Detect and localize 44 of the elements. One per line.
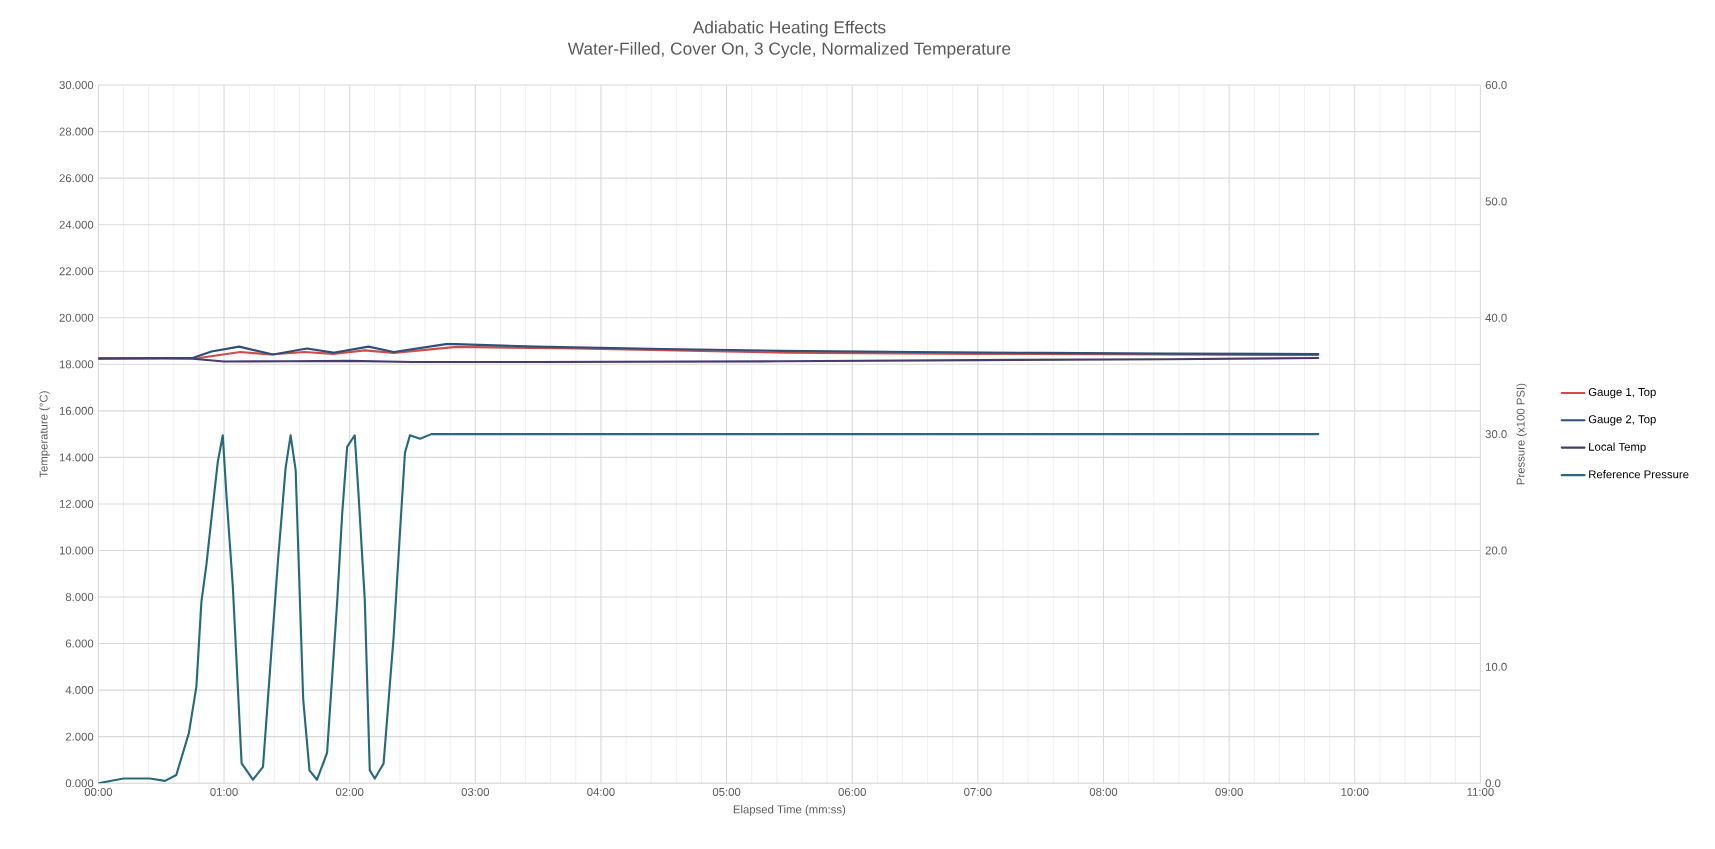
x-tick-label: 03:00 (461, 787, 490, 796)
legend-label: Gauge 1, Top (1588, 388, 1656, 399)
x-tick-label: 02:00 (335, 787, 364, 796)
y-tick-label: 6.000 (65, 639, 94, 648)
x-tick-label: 05:00 (712, 787, 741, 796)
chart-subtitle: Water-Filled, Cover On, 3 Cycle, Normalized Temperature (567, 42, 1011, 59)
y2-tick-label: 30.0 (1485, 430, 1507, 439)
x-tick-label: 01:00 (210, 787, 238, 796)
y2-tick-label: 60.0 (1485, 81, 1507, 90)
y-axis-title: Temperature (°C) (39, 391, 50, 478)
x-tick-label: 06:00 (838, 787, 866, 796)
y2-axis-title: Pressure (x100 PSI) (1516, 383, 1527, 485)
y-tick-label: 30.000 (59, 81, 94, 90)
y2-tick-label: 50.0 (1485, 197, 1507, 206)
y-tick-label: 14.000 (59, 453, 94, 462)
legend-label: Local Temp (1589, 442, 1646, 454)
x-tick-label: 10:00 (1341, 787, 1369, 796)
x-tick-label: 00:00 (84, 787, 113, 796)
x-tick-label: 11:00 (1467, 787, 1494, 796)
y-tick-label: 22.000 (59, 267, 94, 276)
y2-tick-label: 40.0 (1485, 313, 1507, 322)
y-tick-label: 10.000 (59, 546, 94, 555)
y-tick-label: 16.000 (59, 406, 94, 415)
legend-label: Gauge 2, Top (1588, 415, 1656, 426)
y-tick-label: 2.000 (65, 732, 94, 741)
y-tick-label: 20.000 (59, 313, 94, 322)
x-tick-label: 04:00 (587, 787, 615, 796)
y-tick-label: 28.000 (59, 127, 94, 136)
chart-title: Adiabatic Heating Effects (692, 20, 886, 37)
x-tick-label: 09:00 (1215, 787, 1243, 796)
x-tick-label: 08:00 (1089, 787, 1118, 796)
y-tick-label: 12.000 (59, 499, 94, 508)
y-tick-label: 18.000 (59, 360, 94, 369)
y-tick-label: 26.000 (59, 174, 94, 183)
x-tick-label: 07:00 (964, 787, 992, 796)
x-axis-title: Elapsed Time (mm:ss) (733, 805, 846, 816)
legend-label: Reference Pressure (1589, 470, 1689, 479)
y-tick-label: 8.000 (65, 593, 94, 602)
y2-tick-label: 10.0 (1485, 662, 1507, 671)
y2-tick-label: 0.0 (1485, 779, 1501, 788)
y-tick-label: 4.000 (65, 686, 94, 695)
y-tick-label: 0.000 (65, 779, 94, 788)
y-tick-label: 24.000 (59, 220, 94, 229)
y2-tick-label: 20.0 (1485, 546, 1507, 555)
